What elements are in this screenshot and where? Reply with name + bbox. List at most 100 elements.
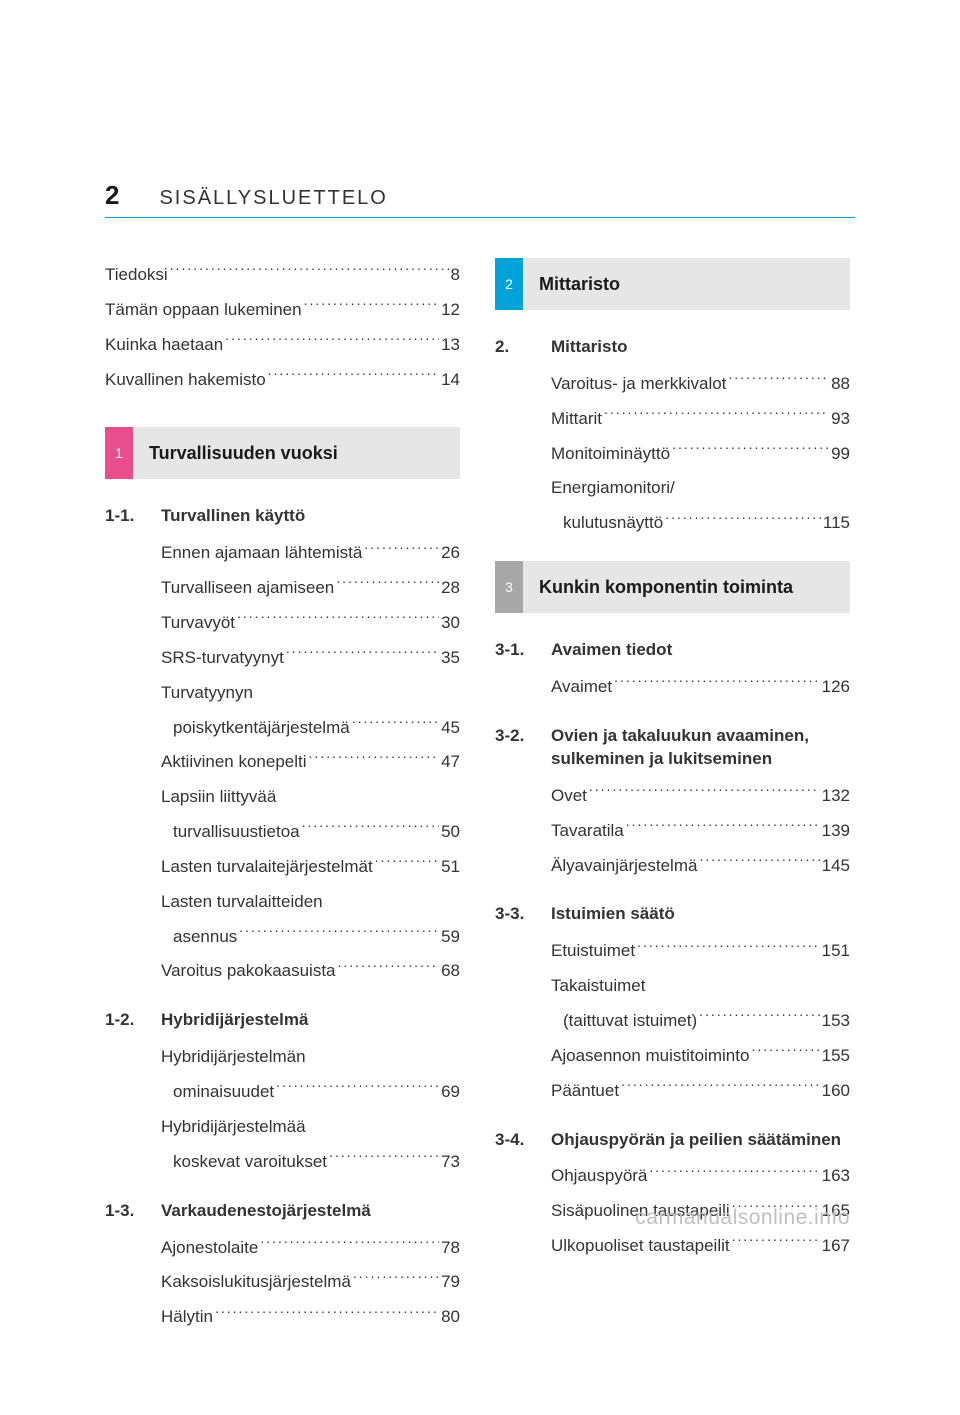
toc-label: ominaisuudet [173, 1075, 274, 1110]
page-ref: 12 [441, 293, 460, 328]
page-ref: 115 [823, 506, 850, 541]
chapter-block: 1-1. Turvallinen käyttö Ennen ajamaan lä… [105, 505, 460, 989]
toc-entry: Monitoiminäyttö99 [551, 437, 850, 472]
toc-entry: Kuvallinen hakemisto14 [105, 363, 460, 398]
toc-label: Ulkopuoliset taustapeilit [551, 1229, 730, 1264]
page-ref: 153 [822, 1004, 850, 1039]
toc-entry-cont: (taittuvat istuimet) 153 [551, 1004, 850, 1039]
leader-dots [286, 646, 439, 663]
page-ref: 80 [441, 1300, 460, 1335]
toc-entry: Pääntuet160 [551, 1074, 850, 1109]
toc-entry: Kaksoislukitusjärjestelmä79 [161, 1265, 460, 1300]
section-tab-number: 2 [495, 258, 523, 310]
toc-columns: Tiedoksi8 Tämän oppaan lukeminen12 Kuink… [105, 258, 855, 1355]
page-ref: 160 [822, 1074, 850, 1109]
chapter-block: 1-3. Varkaudenestojärjestelmä Ajonestola… [105, 1200, 460, 1335]
chapter-number: 1-3. [105, 1200, 145, 1223]
page-ref: 78 [441, 1231, 460, 1266]
leader-dots [375, 855, 439, 872]
leader-dots [338, 959, 440, 976]
page-header: 2 SISÄLLYSLUETTELO [105, 180, 855, 218]
leader-dots [309, 750, 440, 767]
toc-label: Ohjauspyörä [551, 1159, 647, 1194]
chapter-number: 3-4. [495, 1129, 535, 1152]
chapter-number: 3-1. [495, 639, 535, 662]
chapter-entries: Ennen ajamaan lähtemistä26 Turvalliseen … [105, 536, 460, 989]
leader-dots [302, 820, 439, 837]
leader-dots [170, 263, 449, 280]
page-ref: 145 [822, 849, 850, 884]
leader-dots [215, 1305, 439, 1322]
toc-entry: Ennen ajamaan lähtemistä26 [161, 536, 460, 571]
toc-label: Hälytin [161, 1300, 213, 1335]
chapter-head: 1-2. Hybridijärjestelmä [105, 1009, 460, 1032]
page-ref: 132 [822, 779, 850, 814]
page-ref: 151 [822, 934, 850, 969]
toc-label: Takaistuimet [551, 969, 645, 1004]
toc-label: Lapsiin liittyvää [161, 780, 276, 815]
toc-entry-cont: ominaisuudet69 [161, 1075, 460, 1110]
chapter-title: Avaimen tiedot [551, 639, 850, 662]
toc-entry: Tämän oppaan lukeminen12 [105, 293, 460, 328]
page-ref: 51 [441, 850, 460, 885]
toc-entry: SRS-turvatyynyt35 [161, 641, 460, 676]
page-ref: 8 [451, 258, 460, 293]
toc-label: Hybridijärjestelmää [161, 1110, 306, 1145]
page-ref: 30 [441, 606, 460, 641]
chapter-entries: Ovet132 Tavaratila139 Älyavainjärjestelm… [495, 779, 850, 884]
toc-label: Energiamonitori/ [551, 471, 675, 506]
toc-label: Varoitus- ja merkkivalot [551, 367, 726, 402]
section-tab-number: 1 [105, 427, 133, 479]
section-tab-3: 3 Kunkin komponentin toiminta [495, 561, 850, 613]
page-ref: 93 [831, 402, 850, 437]
toc-entry-cont: turvallisuustietoa 50 [161, 815, 460, 850]
toc-label: Ennen ajamaan lähtemistä [161, 536, 362, 571]
toc-label: koskevat varoitukset [173, 1145, 327, 1180]
toc-label: Lasten turvalaitejärjestelmät [161, 850, 373, 885]
chapter-block: 3-4. Ohjauspyörän ja peilien säätäminen … [495, 1129, 850, 1264]
chapter-block: 2. Mittaristo Varoitus- ja merkkivalot88… [495, 336, 850, 541]
toc-page: 2 SISÄLLYSLUETTELO Tiedoksi8 Tämän oppaa… [0, 0, 960, 1415]
toc-label: Mittarit [551, 402, 602, 437]
chapter-title: Istuimien säätö [551, 903, 850, 926]
section-tab-title: Mittaristo [523, 258, 850, 310]
toc-entry: Aktiivinen konepelti47 [161, 745, 460, 780]
chapter-number: 3-2. [495, 725, 535, 771]
toc-entry: Ulkopuoliset taustapeilit167 [551, 1229, 850, 1264]
page-ref: 88 [831, 367, 850, 402]
chapter-head: 1-1. Turvallinen käyttö [105, 505, 460, 528]
toc-entry-cont: kulutusnäyttö115 [551, 506, 850, 541]
leader-dots [336, 576, 439, 593]
toc-label: (taittuvat istuimet) [563, 1004, 697, 1039]
chapter-number: 2. [495, 336, 535, 359]
toc-entry: Takaistuimet [551, 969, 850, 1004]
page-ref: 50 [441, 815, 460, 850]
toc-label: Tavaratila [551, 814, 624, 849]
leader-dots [728, 372, 829, 389]
toc-entry-cont: koskevat varoitukset73 [161, 1145, 460, 1180]
toc-entry: Etuistuimet 151 [551, 934, 850, 969]
page-ref: 45 [441, 711, 460, 746]
chapter-number: 1-1. [105, 505, 145, 528]
toc-label: Hybridijärjestelmän [161, 1040, 306, 1075]
toc-label: Älyavainjärjestelmä [551, 849, 697, 884]
toc-entry: Älyavainjärjestelmä 145 [551, 849, 850, 884]
leader-dots [699, 1009, 819, 1026]
leader-dots [352, 716, 439, 733]
watermark: carmanualsonline.info [635, 1206, 850, 1230]
toc-entry: Energiamonitori/ [551, 471, 850, 506]
chapter-block: 1-2. Hybridijärjestelmä Hybridijärjestel… [105, 1009, 460, 1179]
page-title: SISÄLLYSLUETTELO [159, 187, 387, 210]
leader-dots [237, 611, 439, 628]
chapter-head: 3-4. Ohjauspyörän ja peilien säätäminen [495, 1129, 850, 1152]
section-tab-1: 1 Turvallisuuden vuoksi [105, 427, 460, 479]
toc-label: turvallisuustietoa [173, 815, 300, 850]
toc-label: Monitoiminäyttö [551, 437, 670, 472]
leader-dots [626, 819, 820, 836]
toc-label: Etuistuimet [551, 934, 635, 969]
toc-label: Kuinka haetaan [105, 328, 223, 363]
leader-dots [276, 1080, 439, 1097]
chapter-block: 3-1. Avaimen tiedot Avaimet126 [495, 639, 850, 705]
intro-list: Tiedoksi8 Tämän oppaan lukeminen12 Kuink… [105, 258, 460, 397]
chapter-entries: Varoitus- ja merkkivalot 88 Mittarit 93 Mo… [495, 367, 850, 541]
